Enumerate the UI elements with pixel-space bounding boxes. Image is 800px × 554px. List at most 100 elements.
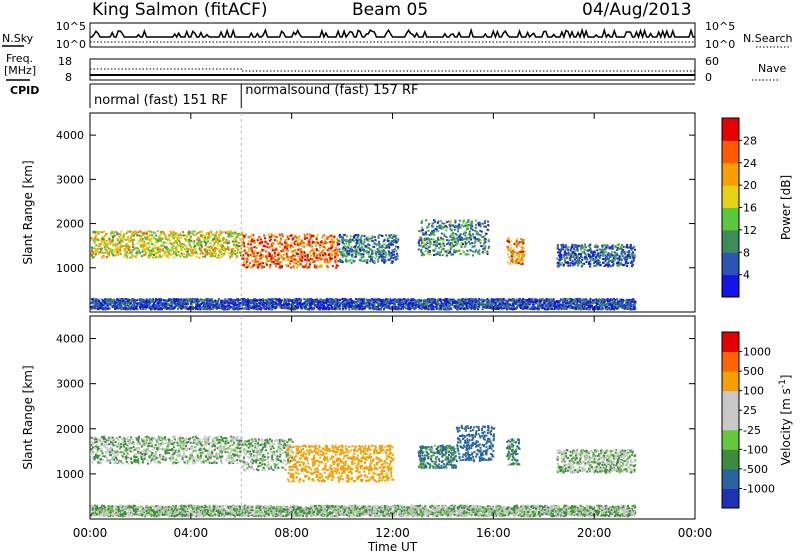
- data-cell: [271, 245, 274, 248]
- data-cell: [129, 302, 132, 305]
- data-cell: [547, 305, 550, 308]
- data-cell: [347, 301, 350, 304]
- data-cell: [409, 308, 412, 311]
- data-cell: [177, 303, 180, 306]
- data-cell: [587, 304, 590, 307]
- data-cell: [229, 256, 232, 259]
- data-cell: [154, 305, 157, 308]
- data-cell: [461, 300, 464, 303]
- data-cell: [378, 304, 381, 307]
- data-cell: [348, 306, 351, 309]
- data-cell: [112, 300, 115, 303]
- cpid-label: CPID: [10, 84, 40, 97]
- data-cell: [264, 298, 267, 301]
- data-cell: [104, 239, 106, 242]
- data-cell: [598, 298, 601, 301]
- data-cell: [548, 298, 551, 301]
- data-cell: [565, 308, 568, 311]
- data-cell: [601, 307, 604, 310]
- data-cell: [193, 251, 196, 254]
- data-cell: [269, 253, 271, 256]
- data-cell: [135, 305, 138, 308]
- data-cell: [146, 247, 149, 250]
- data-cell: [158, 235, 161, 237]
- data-cell: [227, 248, 230, 251]
- data-cell: [436, 298, 439, 301]
- data-cell: [246, 246, 249, 249]
- data-cell: [481, 299, 484, 301]
- data-cell: [173, 242, 176, 245]
- data-cell: [171, 302, 174, 305]
- data-cell: [471, 305, 474, 308]
- data-cell: [92, 256, 94, 259]
- data-cell: [140, 245, 143, 248]
- data-cell: [163, 241, 166, 244]
- data-cell: [139, 298, 142, 301]
- data-cell: [133, 301, 136, 304]
- data-cell: [104, 302, 107, 305]
- data-cell: [392, 305, 395, 308]
- data-cell: [160, 308, 163, 311]
- nave-line: [90, 68, 695, 72]
- data-cell: [92, 302, 95, 305]
- data-cell: [293, 258, 296, 261]
- data-cell: [91, 297, 94, 300]
- data-cell: [480, 299, 483, 302]
- data-cell: [216, 301, 219, 304]
- data-cell: [271, 254, 274, 257]
- data-cell: [95, 244, 98, 247]
- data-cell: [247, 302, 250, 305]
- data-cell: [509, 307, 512, 310]
- data-cell: [150, 253, 153, 256]
- data-cell: [583, 305, 586, 308]
- data-cell: [212, 250, 215, 253]
- data-cell: [293, 234, 296, 237]
- data-cell: [570, 298, 573, 301]
- data-cell: [229, 305, 232, 308]
- data-cell: [235, 232, 238, 235]
- data-cell: [186, 234, 189, 237]
- data-cell: [100, 242, 103, 245]
- data-cell: [242, 241, 245, 244]
- data-cell: [194, 248, 197, 251]
- data-cell: [494, 301, 497, 304]
- data-cell: [336, 300, 339, 303]
- data-cell: [496, 304, 499, 307]
- data-cell: [372, 301, 375, 304]
- data-cell: [333, 305, 335, 308]
- data-cell: [203, 307, 206, 310]
- data-cell: [417, 298, 420, 301]
- freq-tick-label: 8: [65, 71, 72, 84]
- data-cell: [220, 243, 223, 246]
- data-cell: [144, 250, 147, 253]
- data-cell: [581, 305, 584, 308]
- data-cell: [486, 301, 489, 304]
- data-cell: [435, 304, 438, 307]
- data-cell: [338, 298, 341, 301]
- data-cell: [442, 298, 445, 301]
- data-cell: [395, 308, 398, 311]
- nsearch-label: N.Search: [743, 32, 793, 45]
- data-cell: [586, 303, 589, 306]
- data-cell: [385, 305, 388, 307]
- data-cell: [315, 304, 318, 307]
- data-cell: [206, 252, 209, 255]
- data-cell: [216, 238, 219, 241]
- data-cell: [499, 306, 502, 309]
- data-cell: [275, 302, 277, 305]
- data-cell: [559, 300, 562, 303]
- data-cell: [376, 308, 379, 311]
- data-cell: [205, 250, 208, 253]
- data-cell: [167, 247, 170, 250]
- data-cell: [151, 233, 154, 236]
- data-cell: [520, 307, 522, 310]
- data-cell: [283, 304, 285, 307]
- data-cell: [375, 300, 378, 303]
- data-cell: [209, 242, 212, 245]
- data-cell: [464, 308, 467, 311]
- data-cell: [540, 306, 543, 309]
- data-cell: [178, 306, 181, 309]
- data-cell: [281, 243, 284, 246]
- data-cell: [101, 237, 104, 240]
- data-cell: [319, 265, 322, 268]
